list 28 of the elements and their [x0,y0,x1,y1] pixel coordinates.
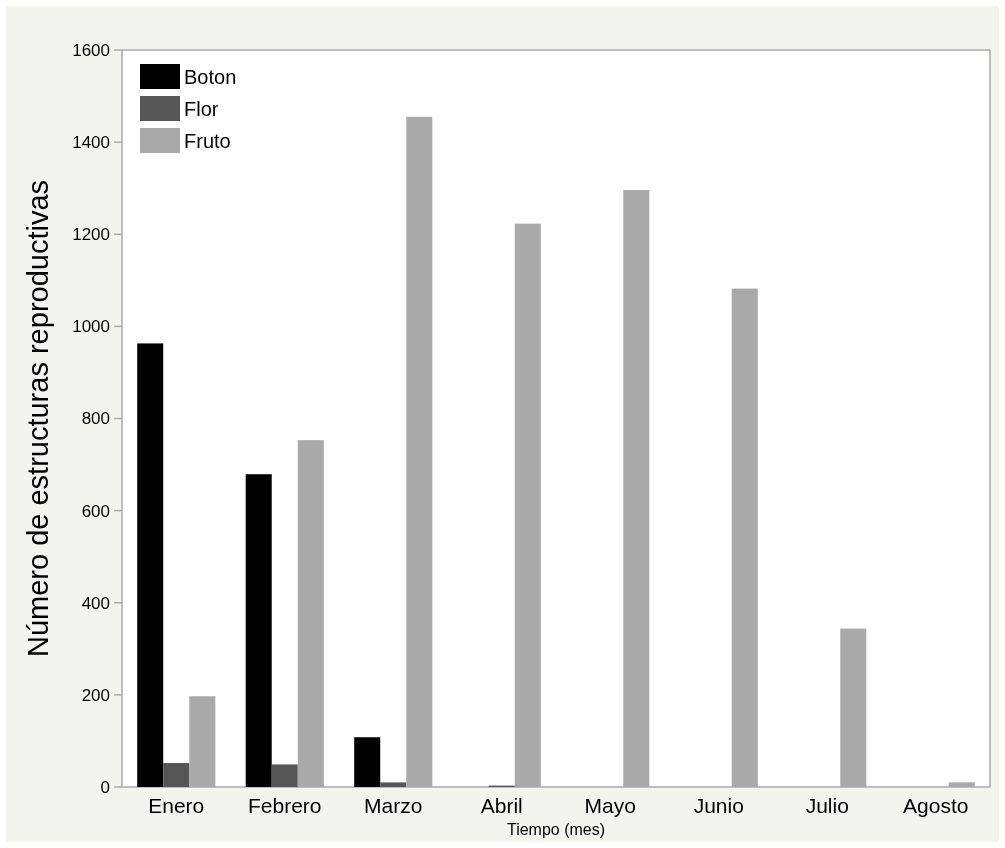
y-tick-label: 1000 [72,317,110,337]
legend-label: Boton [184,65,237,88]
y-tick-label: 600 [81,501,110,521]
bar [354,737,381,787]
bar [137,343,164,787]
x-tick-label: Enero [148,794,205,817]
x-tick-label: Mayo [584,794,636,817]
bar [245,474,272,787]
x-tick-label: Marzo [364,794,423,817]
y-tick-label: 800 [81,409,110,429]
legend-label: Flor [184,97,219,120]
y-axis-title: Número de estructuras reproductivas [22,179,54,658]
bar [163,763,190,787]
bar [380,782,407,787]
x-tick-label: Abril [480,794,523,817]
bar [271,764,298,787]
x-axis-title: Tiempo (mes) [506,821,606,838]
y-tick-label: 1600 [72,40,110,60]
x-tick-label: Junio [693,794,744,817]
y-tick-label: 0 [100,777,110,797]
x-tick-label: Julio [805,794,849,817]
y-tick-label: 1200 [72,225,110,245]
y-tick-label: 400 [81,593,110,613]
legend-label: Fruto [184,129,231,152]
x-tick-label: Febrero [247,794,322,817]
x-tick-label: Agosto [903,794,969,817]
y-tick-label: 200 [81,685,110,705]
y-tick-label: 1400 [72,133,110,153]
